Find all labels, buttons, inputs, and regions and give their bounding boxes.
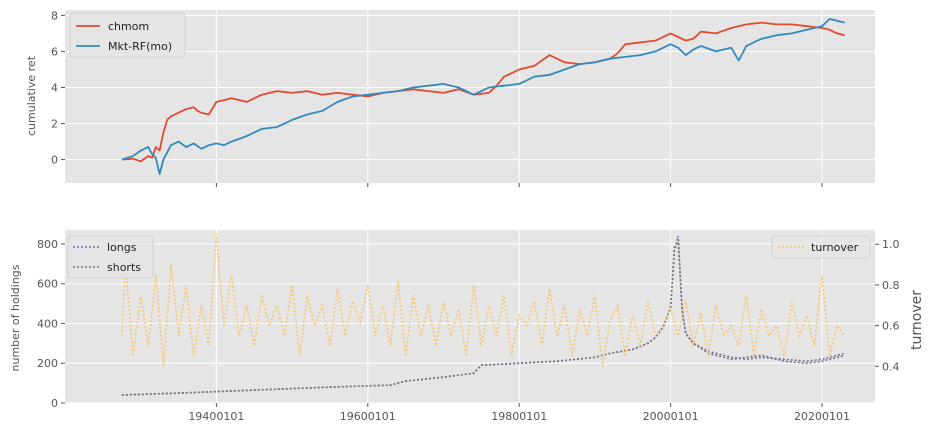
bottom-xtick-label-0: 19400101 <box>188 410 244 423</box>
series-line-shorts <box>121 239 845 396</box>
bottom-ytick-label-2: 400 <box>37 317 58 330</box>
legend-label-longs: longs <box>107 241 137 254</box>
bottom-x-ticks: 19400101 19600101 19800101 20000101 20200101 <box>188 403 850 423</box>
bottom-series <box>121 234 846 396</box>
bottom-y2-ticks: 0.4 0.6 0.8 1.0 <box>875 238 900 373</box>
top-plot-area <box>65 10 875 183</box>
top-legend: chmom Mkt-RF(mo) <box>69 12 186 58</box>
top-ylabel: cumulative ret <box>25 55 38 136</box>
bottom-ytick-label-1: 200 <box>37 357 58 370</box>
top-ytick-label-1: 2 <box>51 118 58 131</box>
bottom-y2tick-label-0: 0.4 <box>882 360 900 373</box>
top-ytick-label-2: 4 <box>51 81 58 94</box>
bottom-xtick-label-1: 19600101 <box>340 410 396 423</box>
series-line-chmom <box>121 21 845 163</box>
bottom-ytick-label-4: 800 <box>37 238 58 251</box>
top-gridlines <box>65 10 875 183</box>
legend-label-chmom: chmom <box>108 20 149 33</box>
bottom-legend-right: turnover <box>771 235 871 259</box>
bottom-ytick-label-0: 0 <box>51 397 58 410</box>
top-series <box>121 18 845 175</box>
bottom-y2label: turnover <box>909 290 925 350</box>
legend-label-mkt-rf: Mkt-RF(mo) <box>108 40 172 53</box>
bottom-legend-right-box <box>771 235 871 259</box>
legend-label-shorts: shorts <box>107 261 141 274</box>
bottom-y2tick-label-1: 0.6 <box>882 320 900 333</box>
bottom-gridlines <box>65 230 875 404</box>
bottom-xtick-label-2: 19800101 <box>491 410 547 423</box>
top-ytick-label-4: 8 <box>51 9 58 22</box>
bottom-y2tick-label-2: 0.8 <box>882 279 900 292</box>
bottom-legend-left: longs shorts <box>67 235 154 279</box>
top-panel: 0 2 4 6 8 cumulative ret chmom Mkt-RF(mo) <box>25 9 875 187</box>
bottom-ylabel: number of holdings <box>9 264 22 371</box>
top-ytick-label-0: 0 <box>51 154 58 167</box>
bottom-y2tick-label-3: 1.0 <box>882 238 900 251</box>
top-y-ticks: 0 2 4 6 8 <box>51 9 65 167</box>
series-line-mkt-rf-mo- <box>121 18 845 175</box>
top-x-tick-marks <box>215 183 823 187</box>
bottom-plot-area <box>65 230 875 403</box>
bottom-y-ticks: 0 200 400 600 800 <box>37 238 65 410</box>
bottom-panel: 0 200 400 600 800 0.4 0.6 0.8 1.0 19400101 19600… <box>9 230 925 423</box>
bottom-xtick-label-4: 20200101 <box>794 410 850 423</box>
top-ytick-label-3: 6 <box>51 45 58 58</box>
bottom-xtick-label-3: 20000101 <box>643 410 699 423</box>
bottom-ytick-label-3: 600 <box>37 278 58 291</box>
legend-label-turnover: turnover <box>811 241 859 254</box>
